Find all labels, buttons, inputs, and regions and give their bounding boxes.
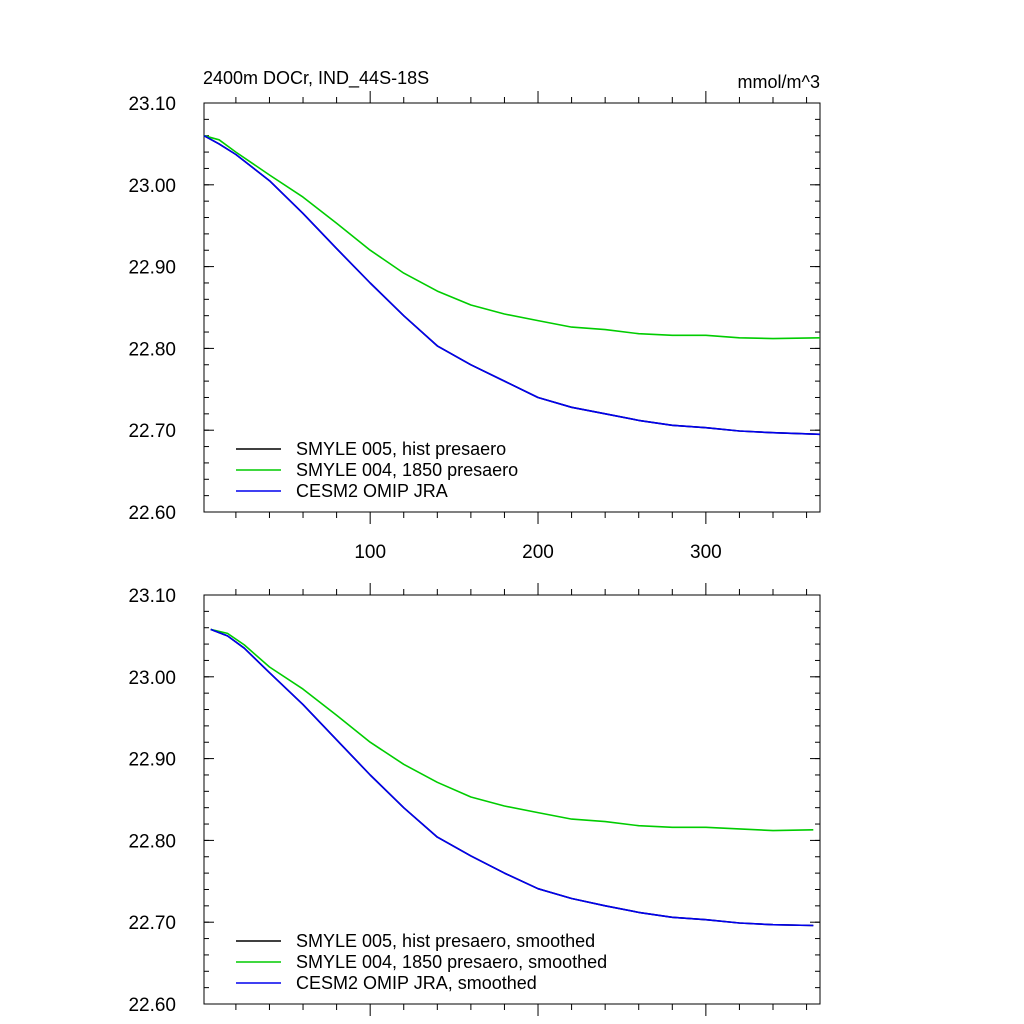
y-tick-label: 23.10 [128,586,176,607]
y-tick-label: 22.70 [128,421,176,442]
series-line-2 [203,134,821,340]
y-tick-label: 23.00 [128,176,176,197]
y-tick-label: 23.10 [128,94,176,115]
x-tick-label: 100 [354,542,386,563]
series-line-2 [210,628,814,832]
y-tick-label: 22.90 [128,258,176,279]
legend-label-2: SMYLE 004, 1850 presaero, smoothed [296,952,607,972]
series-line-3 [203,134,821,436]
chart-title: 2400m DOCr, IND_44S-18S [203,68,429,89]
y-tick-label: 22.90 [128,750,176,771]
plot-frame [203,594,821,1005]
plot-frame [203,102,821,513]
bottom-panel: 22.60 22.70 22.80 22.90 23.00 23.10 SMYLE 005,… [128,583,821,1016]
y-tick-label: 22.80 [128,831,176,852]
legend-label-3: CESM2 OMIP JRA [296,481,448,501]
y-tick-label: 22.60 [128,995,176,1016]
legend-label-1: SMYLE 005, hist presaero [296,439,506,459]
x-tick-label: 300 [690,542,722,563]
y-tick-label: 23.00 [128,668,176,689]
x-tick-label: 200 [522,542,554,563]
top-panel: 22.60 22.70 22.80 22.90 23.00 23.10 100 200 300 S… [128,91,821,563]
units-label: mmol/m^3 [738,72,820,92]
y-tick-label: 22.60 [128,503,176,524]
y-tick-label: 22.80 [128,339,176,360]
legend-label-3: CESM2 OMIP JRA, smoothed [296,973,537,993]
series-line-3 [210,628,814,927]
series-line-1 [203,134,821,436]
legend-label-1: SMYLE 005, hist presaero, smoothed [296,931,595,951]
y-tick-label: 22.70 [128,913,176,934]
series-line-1 [210,628,814,927]
legend-label-2: SMYLE 004, 1850 presaero [296,460,518,480]
